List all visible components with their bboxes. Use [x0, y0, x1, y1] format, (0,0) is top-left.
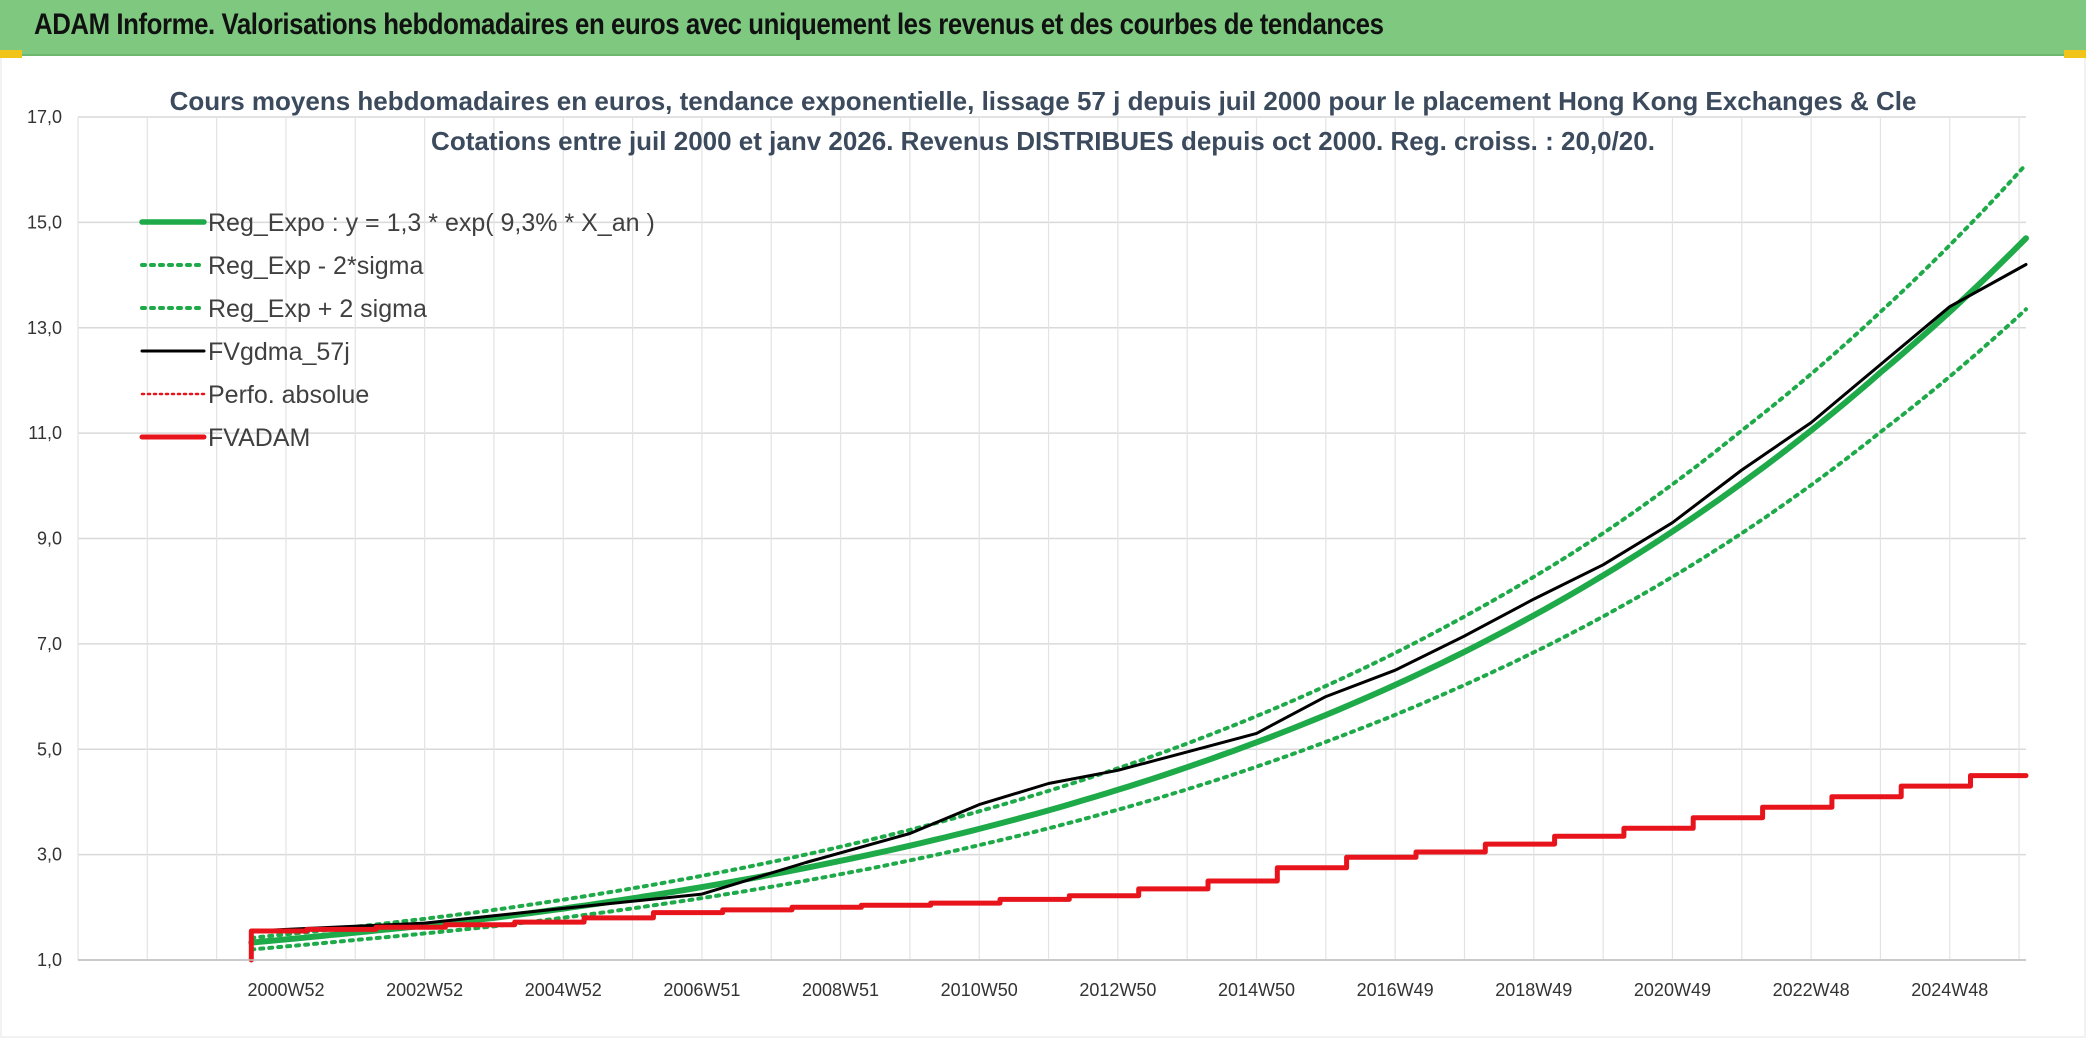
x-tick-label: 2024W48	[1911, 980, 1988, 1000]
legend-label: Reg_Exp - 2*sigma	[208, 252, 423, 280]
y-tick-label: 1,0	[37, 950, 62, 970]
legend-label: Perfo. absolue	[208, 381, 369, 409]
x-tick-label: 2018W49	[1495, 980, 1572, 1000]
y-tick-label: 11,0	[28, 423, 62, 443]
x-tick-label: 2006W51	[663, 980, 740, 1000]
x-tick-label: 2014W50	[1218, 980, 1295, 1000]
axes: 1,0 3,0 5,0 7,0 9,0 11,0 13,0 15,0 17,0 2000W52 20…	[27, 107, 2026, 1000]
series-line-2	[249, 162, 2028, 940]
gridlines	[77, 116, 2026, 961]
x-tick-label: 2012W50	[1079, 980, 1156, 1000]
x-tick-label: 2004W52	[525, 980, 602, 1000]
y-tick-label: 5,0	[37, 739, 62, 759]
chart-title-line: Cours moyens hebdomadaires en euros, ten…	[170, 86, 1917, 116]
x-tick-label: 2000W52	[247, 980, 324, 1000]
y-tick-label: 15,0	[27, 212, 62, 232]
legend-label: Reg_Expo : y = 1,3 * exp( 9,3% * X_an )	[208, 209, 655, 237]
series-line-3	[249, 263, 2028, 933]
y-tick-label: 3,0	[37, 845, 62, 865]
x-tick-label: 2008W51	[802, 980, 879, 1000]
x-tick-label: 2010W50	[941, 980, 1018, 1000]
report-banner: ADAM Informe. Valorisations hebdomadaire…	[0, 0, 2086, 56]
y-tick-label: 7,0	[37, 634, 62, 654]
chart-title: Cours moyens hebdomadaires en euros, ten…	[170, 86, 1917, 156]
series-line-1	[249, 307, 2028, 952]
x-tick-label: 2002W52	[386, 980, 463, 1000]
series-line-0	[248, 235, 2029, 946]
legend: Reg_Expo : y = 1,3 * exp( 9,3% * X_an ) R…	[139, 209, 655, 452]
report-title: ADAM Informe. Valorisations hebdomadaire…	[34, 8, 1384, 41]
x-tick-label: 2016W49	[1357, 980, 1434, 1000]
y-tick-label: 9,0	[37, 529, 62, 549]
chart-title-line: Cotations entre juil 2000 et janv 2026. …	[431, 126, 1655, 156]
x-tick-label: 2022W48	[1773, 980, 1850, 1000]
y-tick-label: 13,0	[27, 318, 62, 338]
legend-label: Reg_Exp + 2 sigma	[208, 295, 427, 323]
x-tick-label: 2020W49	[1634, 980, 1711, 1000]
legend-label: FVgdma_57j	[208, 338, 350, 366]
corner-accent-left	[0, 50, 22, 58]
legend-label: FVADAM	[208, 424, 310, 452]
corner-accent-right	[2064, 50, 2086, 58]
series-group	[248, 162, 2029, 963]
series-line-5	[248, 773, 2029, 963]
y-tick-label: 17,0	[27, 107, 62, 127]
